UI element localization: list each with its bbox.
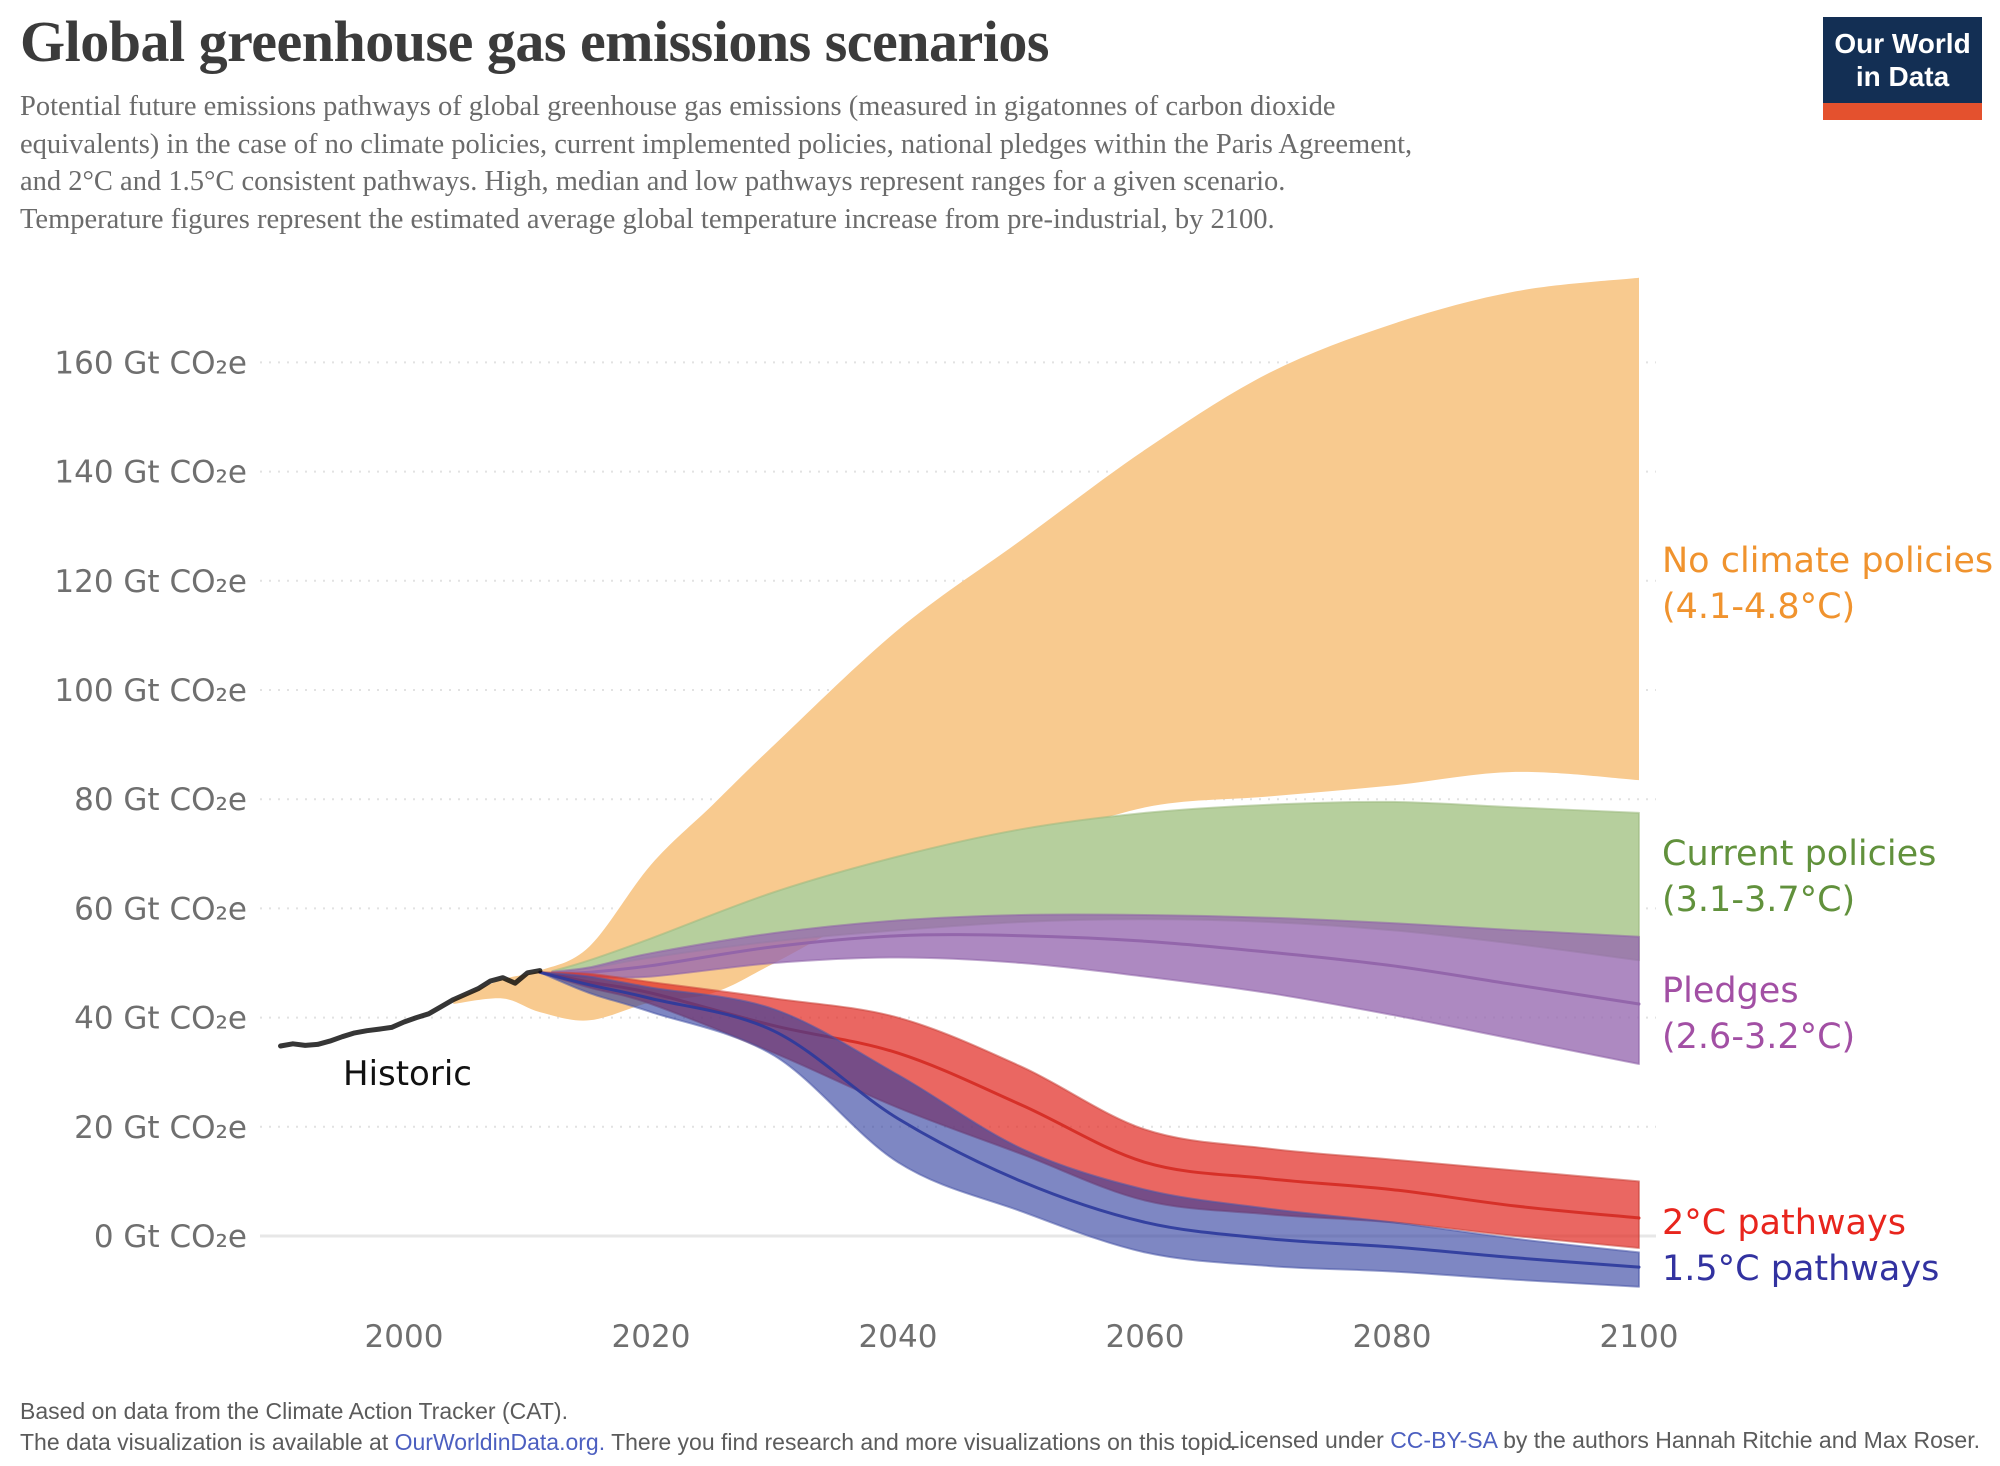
gridlines: 0 Gt CO₂e 20 Gt CO₂e 40 Gt CO₂e 60 Gt CO₂e 8… [54,345,1656,1255]
chart-subtitle: Potential future emissions pathways of g… [20,88,1500,238]
source-line: Based on data from the Climate Action Tr… [20,1398,568,1424]
owid-logo-red-bar [1823,103,1982,120]
owid-link[interactable]: OurWorldinData.org. [394,1429,606,1455]
x-tick-label-2100: 2100 [1600,1319,1679,1355]
scenario-name-two_degree: 2°C pathways [1662,1203,1906,1243]
band-pledges [551,913,1640,1065]
y-tick-label-100: 100 Gt CO₂e [54,673,247,709]
scenario-temp-no_climate_policies: (4.1-4.8°C) [1662,587,1855,627]
y-tick-label-120: 120 Gt CO₂e [54,564,247,600]
subtitle-line-2: equivalents) in the case of no climate p… [20,128,1413,160]
subtitle-line-4: Temperature figures represent the estima… [20,203,1275,235]
scenario-name-one_five_degree: 1.5°C pathways [1662,1249,1939,1289]
license-link[interactable]: CC-BY-SA [1390,1427,1497,1453]
subtitle-line-1: Potential future emissions pathways of g… [20,91,1336,122]
historic-line [278,968,543,1049]
availability-line: The data visualization is available at O… [20,1427,1236,1458]
scenario-temp-current_policies: (3.1-3.7°C) [1662,880,1855,920]
owid-logo-line1: Our World [1834,28,1971,59]
scenario-label-pledges: Pledges (2.6-3.2°C) [1662,971,1855,1057]
x-tick-label-2020: 2020 [612,1319,691,1355]
scenario-label-current_policies: Current policies (3.1-3.7°C) [1662,834,1936,920]
license-text-pre: Licensed under [1226,1427,1391,1453]
subtitle-line-3: and 2°C and 1.5°C consistent pathways. H… [20,166,1286,197]
band-one_five_degree [538,971,1640,1288]
y-tick-label-140: 140 Gt CO₂e [54,455,247,491]
y-tick-label-40: 40 Gt CO₂e [74,1001,247,1037]
scenario-label-two_degree: 2°C pathways [1662,1203,1906,1243]
owid-logo: Our World in Data [1823,17,1982,120]
scenario-label-one_five_degree: 1.5°C pathways [1662,1249,1939,1289]
scenario-name-pledges: Pledges [1662,971,1799,1011]
y-tick-label-0: 0 Gt CO₂e [94,1219,247,1255]
x-tick-label-2000: 2000 [365,1319,444,1355]
x-tick-label-2040: 2040 [859,1319,938,1355]
availability-text-post: There you find research and more visuali… [605,1429,1237,1455]
availability-text-pre: The data visualization is available at [20,1429,395,1455]
y-tick-label-60: 60 Gt CO₂e [74,891,247,927]
y-tick-label-20: 20 Gt CO₂e [74,1110,247,1146]
license-text-post: by the authors Hannah Ritchie and Max Ro… [1496,1427,1980,1453]
footer-source: Based on data from the Climate Action Tr… [20,1396,1236,1458]
scenario-label-no_climate_policies: No climate policies (4.1-4.8°C) [1662,541,1993,627]
owid-logo-line2: in Data [1855,61,1950,92]
median-line-pledges [550,933,1641,1006]
x-tick-label-2060: 2060 [1106,1319,1185,1355]
historic-label: Historic [343,1054,472,1094]
scenario-name-current_policies: Current policies [1662,834,1936,874]
band-no_climate_policies [453,277,1639,1021]
y-tick-label-80: 80 Gt CO₂e [74,782,247,818]
page-title: Global greenhouse gas emissions scenario… [20,9,1049,74]
y-tick-label-160: 160 Gt CO₂e [54,345,247,381]
scenario-temp-pledges: (2.6-3.2°C) [1662,1017,1855,1057]
scenario-name-no_climate_policies: No climate policies [1662,541,1993,581]
median-line-one_five_degree [538,970,1641,1269]
x-tick-label-2080: 2080 [1353,1319,1432,1355]
footer-license: Licensed under CC-BY-SA by the authors H… [1227,1427,1981,1454]
